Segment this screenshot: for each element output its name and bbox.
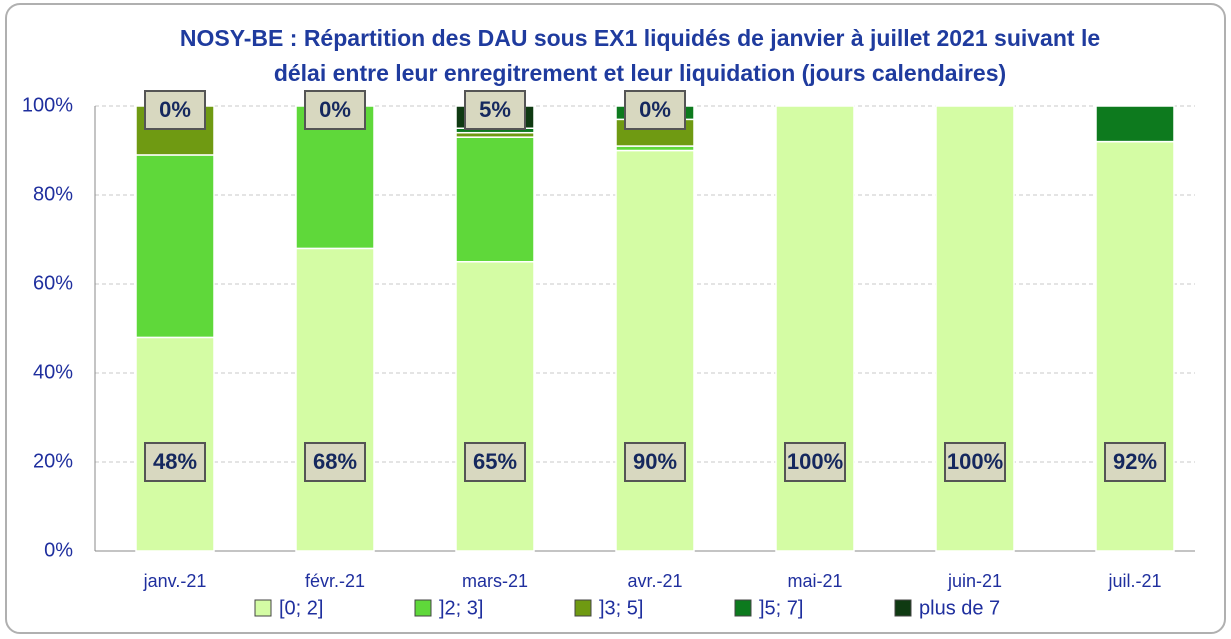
- label-box: [304, 90, 366, 130]
- label-box: [144, 90, 206, 130]
- x-tick-label: juin-21: [947, 571, 1002, 591]
- bar-segment: [935, 105, 1015, 552]
- legend-label: ]3; 5]: [599, 597, 643, 619]
- y-tick-label: 20%: [33, 450, 73, 472]
- label-box: [784, 442, 846, 482]
- y-tick-label: 60%: [33, 272, 73, 294]
- x-tick-label: mai-21: [787, 571, 842, 591]
- data-label: 0%: [159, 97, 191, 122]
- data-label: 68%: [313, 449, 357, 474]
- legend-swatch: [414, 599, 432, 617]
- label-box: [464, 90, 526, 130]
- bar-segment: [775, 105, 855, 552]
- y-tick-label: 0%: [44, 539, 73, 561]
- bar-segment: [1095, 140, 1175, 552]
- legend-label: ]5; 7]: [759, 597, 803, 619]
- x-tick-label: janv.-21: [143, 571, 207, 591]
- x-tick-label: avr.-21: [627, 571, 682, 591]
- bar-segment: [135, 154, 215, 339]
- y-tick-label: 40%: [33, 361, 73, 383]
- bar-segment: [455, 261, 535, 552]
- data-label: 92%: [1113, 449, 1157, 474]
- legend-swatch: [254, 599, 272, 617]
- data-label: 48%: [153, 449, 197, 474]
- y-tick-label: 80%: [33, 183, 73, 205]
- data-label: 65%: [473, 449, 517, 474]
- x-tick-label: févr.-21: [305, 571, 365, 591]
- label-box: [144, 442, 206, 482]
- bar-segment: [295, 247, 375, 552]
- bar-segment: [615, 149, 695, 552]
- chart-title: délai entre leur enregitrement et leur l…: [274, 60, 1006, 86]
- data-label: 0%: [319, 97, 351, 122]
- data-label: 100%: [787, 449, 843, 474]
- bar-segment: [1095, 105, 1175, 143]
- data-label: 5%: [479, 97, 511, 122]
- label-box: [944, 442, 1006, 482]
- data-label: 100%: [947, 449, 1003, 474]
- legend-label: ]2; 3]: [439, 597, 483, 619]
- legend-label: plus de 7: [919, 597, 1000, 619]
- bar-segment: [455, 136, 535, 263]
- legend-label: [0; 2]: [279, 597, 323, 619]
- label-box: [1104, 442, 1166, 482]
- label-box: [304, 442, 366, 482]
- label-box: [624, 442, 686, 482]
- x-tick-label: juil.-21: [1107, 571, 1161, 591]
- legend-swatch: [894, 599, 912, 617]
- legend-swatch: [734, 599, 752, 617]
- label-box: [624, 90, 686, 130]
- chart-title: NOSY-BE : Répartition des DAU sous EX1 l…: [180, 25, 1100, 51]
- y-tick-label: 100%: [22, 94, 73, 116]
- legend-swatch: [574, 599, 592, 617]
- label-box: [464, 442, 526, 482]
- data-label: 0%: [639, 97, 671, 122]
- x-tick-label: mars-21: [462, 571, 528, 591]
- data-label: 90%: [633, 449, 677, 474]
